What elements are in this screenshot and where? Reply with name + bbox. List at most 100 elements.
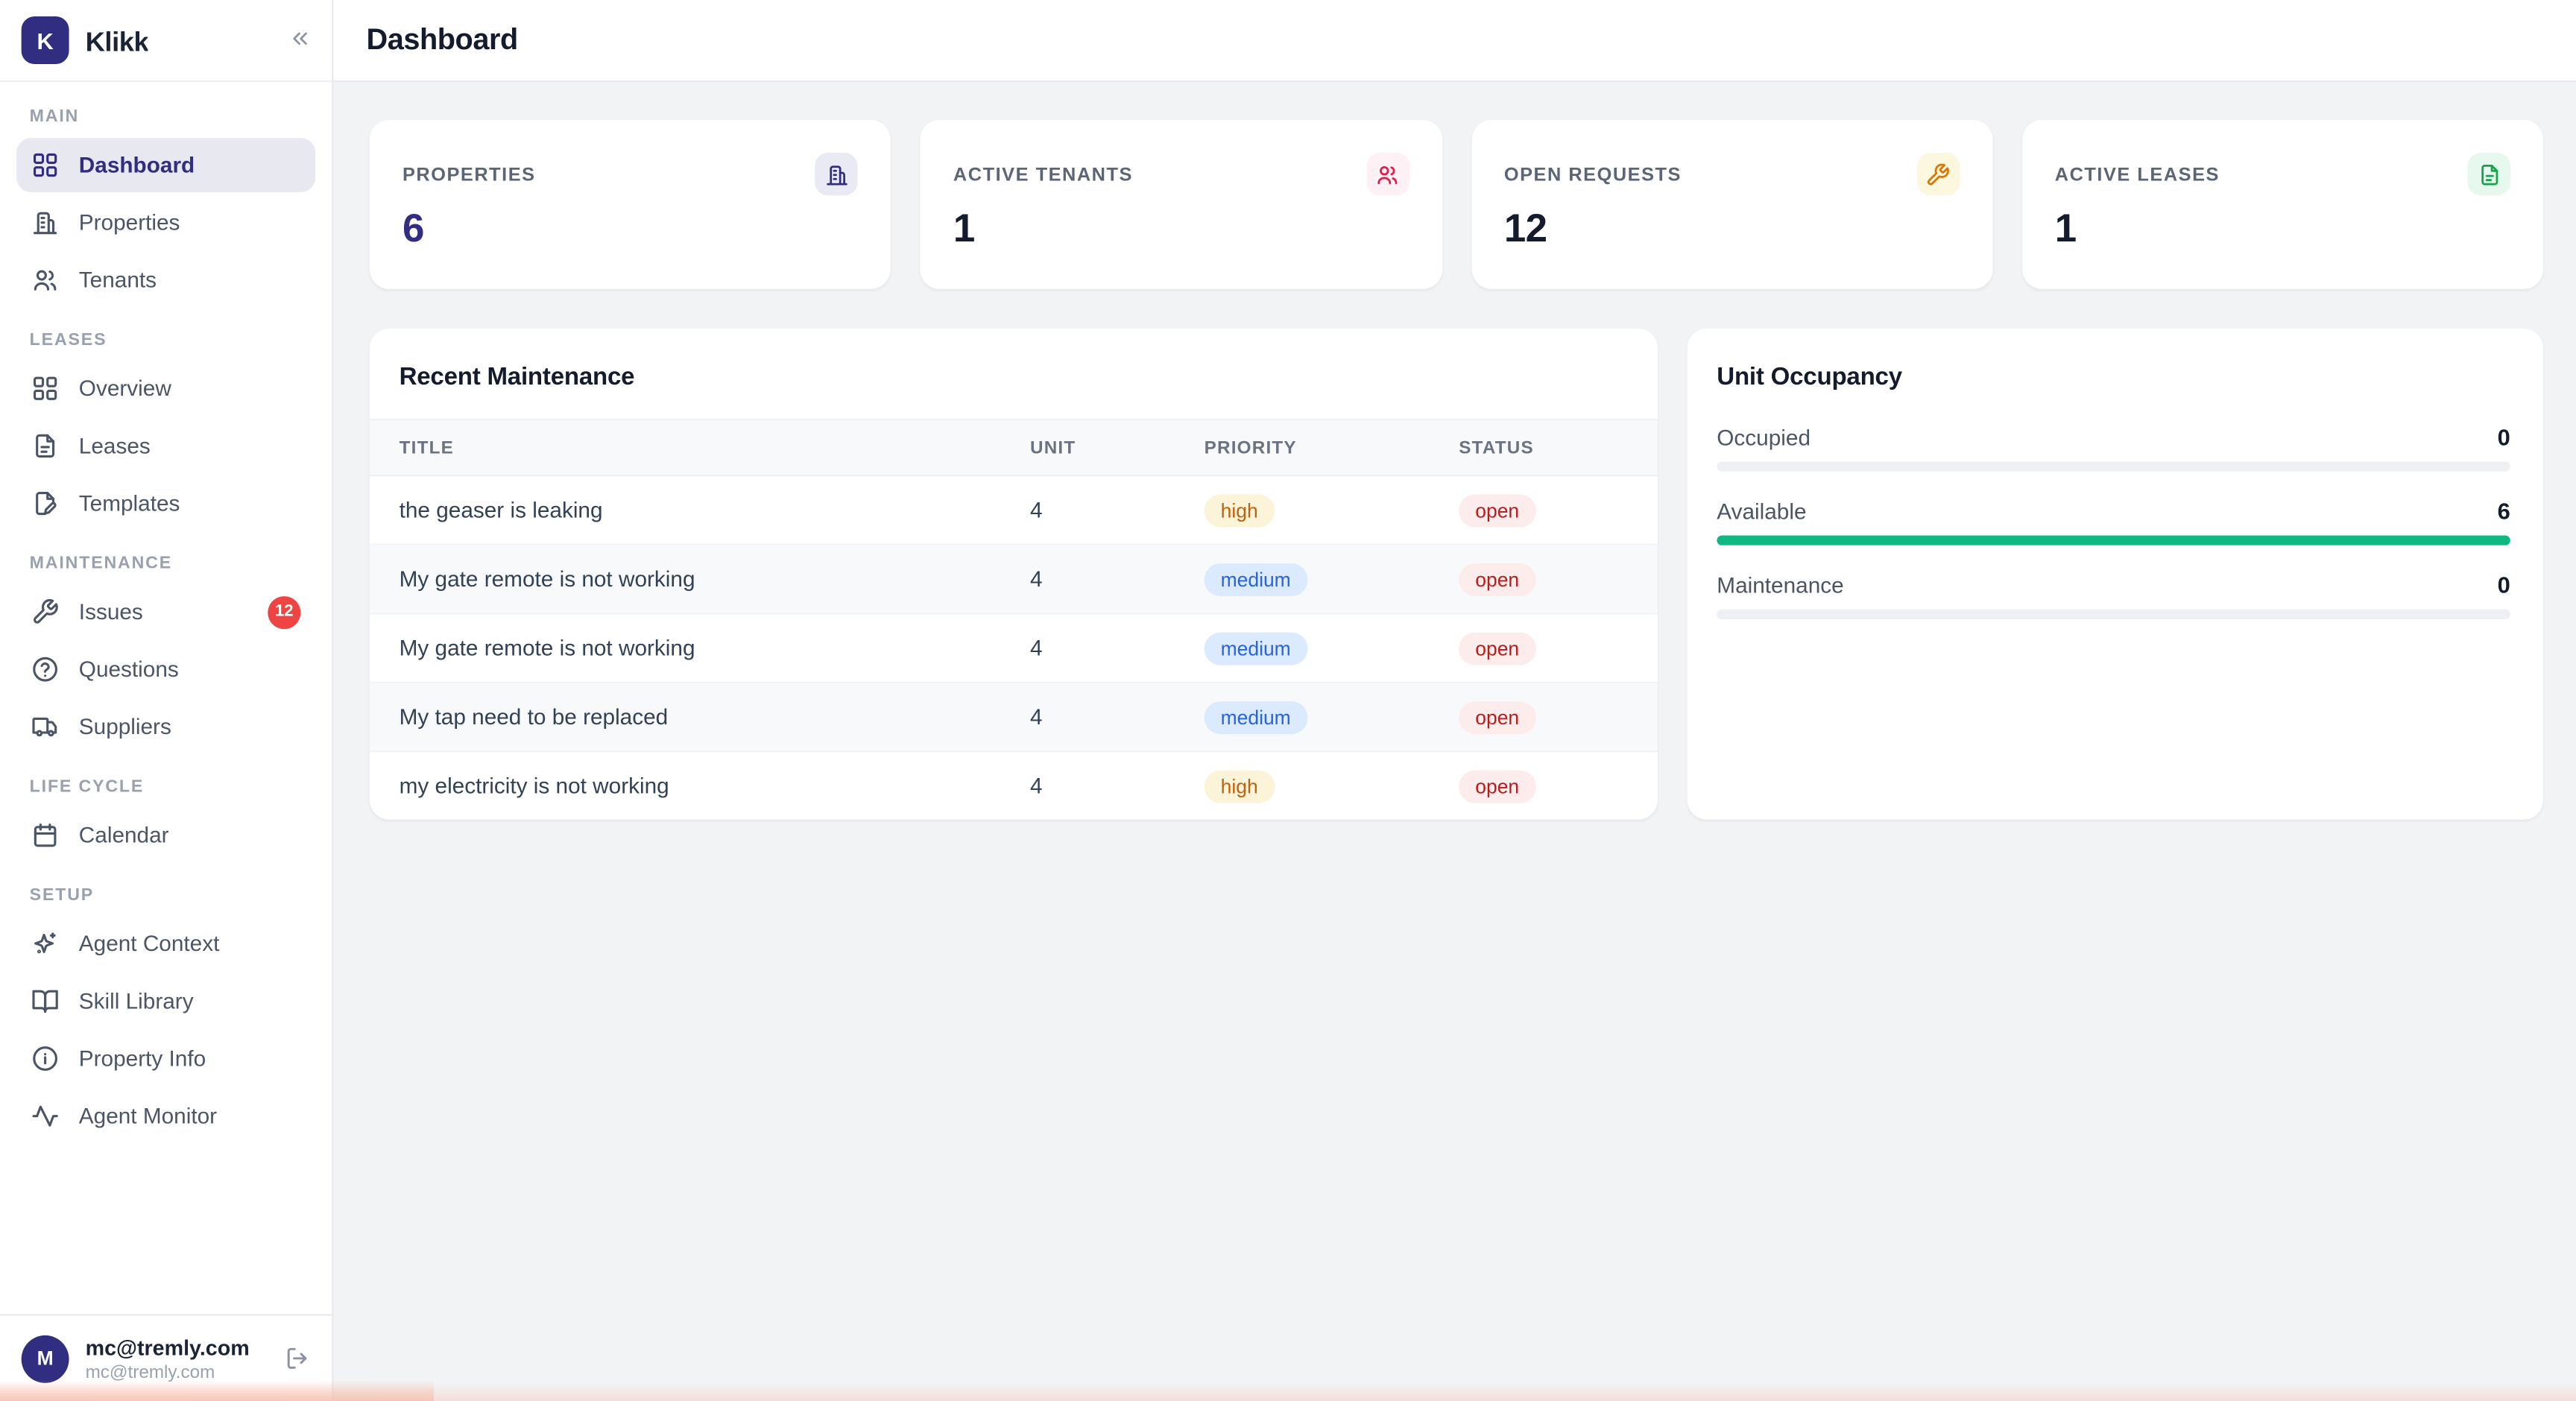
sidebar-item-leases[interactable]: Leases <box>16 419 315 473</box>
nav-section-label: SETUP <box>29 885 95 905</box>
nav-section-label: MAINTENANCE <box>29 553 173 574</box>
occupancy-row-maintenance: Maintenance 0 <box>1717 570 2510 619</box>
occupancy-label-line: Available 6 <box>1717 496 2510 526</box>
occupancy-row-occupied: Occupied 0 <box>1717 422 2510 472</box>
help-circle-icon <box>31 655 59 683</box>
sidebar-item-suppliers[interactable]: Suppliers <box>16 700 315 754</box>
table-row[interactable]: My gate remote is not working 4 medium open <box>369 543 1658 613</box>
layout-grid-icon <box>31 151 59 179</box>
file-text-icon <box>31 432 59 460</box>
sidebar-item-calendar[interactable]: Calendar <box>16 808 315 862</box>
stat-card-value: 6 <box>402 206 424 252</box>
unit-occupancy-body: Occupied 0 Available 6 Maintenance 0 <box>1688 419 2543 619</box>
maintenance-unit-cell: 4 <box>1029 704 1043 730</box>
maintenance-unit-cell: 4 <box>1029 635 1043 661</box>
recent-maintenance-panel: Recent Maintenance TITLE UNIT PRIORITY STAT… <box>369 328 1658 820</box>
sidebar-item-properties[interactable]: Properties <box>16 195 315 250</box>
maintenance-status-cell: open <box>1459 493 1628 527</box>
sidebar-item-templates[interactable]: Templates <box>16 476 315 531</box>
column-header-status: STATUS <box>1459 437 1534 458</box>
brand-logo: K <box>21 16 69 64</box>
maintenance-table-header: TITLE UNIT PRIORITY STATUS <box>369 419 1658 477</box>
nav-section-label: MAIN <box>29 107 80 127</box>
sidebar-item-issues[interactable]: Issues 12 <box>16 585 315 639</box>
sidebar-item-property-info[interactable]: Property Info <box>16 1031 315 1086</box>
user-texts: mc@tremly.com mc@tremly.com <box>86 1335 250 1382</box>
occupancy-value: 0 <box>2497 423 2510 450</box>
priority-pill: high <box>1204 493 1275 527</box>
stat-card-label: ACTIVE TENANTS <box>953 165 1133 186</box>
main-area: Dashboard PROPERTIES 6 ACTIVE TENANTS 1 OPEN… <box>333 0 2576 1401</box>
sidebar: K Klikk MAIN Dashboard Properties Tenants LE… <box>0 0 334 1401</box>
building-icon <box>824 162 849 186</box>
column-header-priority: PRIORITY <box>1204 437 1297 458</box>
occupancy-label: Maintenance <box>1717 572 1844 598</box>
stat-cards-row: PROPERTIES 6 ACTIVE TENANTS 1 OPEN REQUESTS 1… <box>369 119 2543 289</box>
occupancy-value: 6 <box>2497 497 2510 525</box>
page-title: Dashboard <box>366 22 519 56</box>
status-pill: open <box>1459 493 1536 527</box>
log-out-icon <box>284 1345 310 1371</box>
maintenance-priority-cell: high <box>1204 493 1459 527</box>
stat-card-properties: PROPERTIES 6 <box>369 119 891 289</box>
occupancy-label: Occupied <box>1717 424 1811 449</box>
sidebar-item-label: Overview <box>78 376 171 401</box>
sidebar-item-questions[interactable]: Questions <box>16 642 315 697</box>
issues-count-badge: 12 <box>268 595 301 629</box>
brand: K Klikk <box>0 0 332 83</box>
nav-section-maintenance: MAINTENANCE Issues 12 Questions Suppliers <box>16 554 315 754</box>
info-icon <box>31 1045 59 1072</box>
layout-grid-icon <box>31 375 59 402</box>
sidebar-item-overview[interactable]: Overview <box>16 361 315 416</box>
table-row[interactable]: My gate remote is not working 4 medium open <box>369 613 1658 682</box>
sidebar-item-label: Issues <box>78 599 143 624</box>
sidebar-item-agent-monitor[interactable]: Agent Monitor <box>16 1089 315 1143</box>
maintenance-title-cell: My gate remote is not working <box>399 635 695 661</box>
sidebar-item-label: Tenants <box>78 268 157 293</box>
sidebar-item-label: Agent Context <box>78 931 220 956</box>
sidebar-item-label: Skill Library <box>78 988 194 1013</box>
sidebar-item-agent-context[interactable]: Agent Context <box>16 917 315 971</box>
file-pen-icon <box>31 490 59 517</box>
maintenance-priority-cell: high <box>1204 769 1459 803</box>
maintenance-status-cell: open <box>1459 769 1628 803</box>
sidebar-item-label: Leases <box>78 433 151 458</box>
status-pill: open <box>1459 700 1536 734</box>
stat-card-active-leases: ACTIVE LEASES 1 <box>2021 119 2543 289</box>
nav-section-leases: LEASES Overview Leases Templates <box>16 330 315 531</box>
avatar-initial: M <box>37 1347 54 1370</box>
sidebar-collapse-button[interactable] <box>288 26 312 51</box>
users-icon <box>31 266 59 294</box>
maintenance-status-cell: open <box>1459 631 1628 665</box>
avatar: M <box>21 1334 69 1382</box>
maintenance-priority-cell: medium <box>1204 700 1459 734</box>
sparkles-icon <box>31 930 59 958</box>
maintenance-unit-cell: 4 <box>1029 497 1043 522</box>
brand-initial: K <box>37 27 54 54</box>
sidebar-item-tenants[interactable]: Tenants <box>16 253 315 307</box>
maintenance-title-cell: My tap need to be replaced <box>399 704 669 730</box>
panels-row: Recent Maintenance TITLE UNIT PRIORITY STAT… <box>369 328 2543 820</box>
stat-card-icon-badge <box>2467 152 2510 196</box>
maintenance-priority-cell: medium <box>1204 562 1459 595</box>
occupancy-progress-track <box>1717 535 2510 545</box>
unit-occupancy-panel: Unit Occupancy Occupied 0 Available 6 Mainte… <box>1687 328 2543 820</box>
table-row[interactable]: the geaser is leaking 4 high open <box>370 476 1658 543</box>
maintenance-unit-cell: 4 <box>1029 774 1043 799</box>
maintenance-title-cell: my electricity is not working <box>399 774 669 799</box>
stat-card-value: 12 <box>1503 206 1547 252</box>
sidebar-item-dashboard[interactable]: Dashboard <box>16 138 316 192</box>
users-icon <box>1375 162 1400 186</box>
table-row[interactable]: my electricity is not working 4 high open <box>369 750 1658 820</box>
wrench-icon <box>31 598 59 625</box>
user-name: mc@tremly.com <box>85 1334 250 1359</box>
logout-button[interactable] <box>284 1345 310 1371</box>
status-pill: open <box>1459 769 1536 803</box>
maintenance-status-cell: open <box>1459 700 1628 734</box>
sidebar-item-skill-library[interactable]: Skill Library <box>16 974 315 1028</box>
brand-name: Klikk <box>85 28 149 52</box>
sidebar-item-label: Questions <box>78 657 179 682</box>
stat-card-icon-badge <box>1916 152 1960 196</box>
table-row[interactable]: My tap need to be replaced 4 medium open <box>369 681 1658 751</box>
nav-section-main: MAIN Dashboard Properties Tenants <box>16 107 316 307</box>
